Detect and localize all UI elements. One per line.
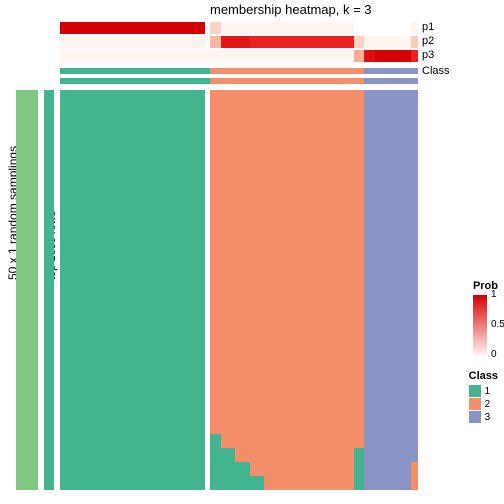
heatmap-row [60,448,418,462]
heatmap-segment [221,22,353,34]
heatmap-cell [411,476,418,490]
heatmap-cell [60,448,205,462]
annotation-label-p1: p1 [422,21,434,33]
heatmap-segment [221,36,250,48]
annotation-row-p1 [60,22,418,34]
heatmap-segment [354,50,365,62]
heatmap-segment [411,36,418,48]
class-band-inset [60,78,418,84]
legend-label: 3 [485,412,491,423]
samplings-column [16,90,38,490]
heatmap-cell [411,462,418,476]
heatmap-segment [60,36,205,48]
class-band-top [60,68,418,74]
heatmap-cell [364,90,418,434]
heatmap-cell [210,462,249,476]
heatmap-segment [60,22,205,34]
heatmap-segment [60,78,205,84]
heatmap-row [60,434,418,448]
heatmap-segment [411,50,418,62]
heatmap-segment [60,68,205,74]
heatmap-cell [354,448,365,462]
heatmap-segment [210,22,221,34]
heatmap-row [60,476,418,490]
chart-title: membership heatmap, k = 3 [210,2,372,17]
annotation-label-p3: p3 [422,49,434,61]
heatmap-cell [210,90,364,434]
heatmap-cell [210,434,221,448]
heatmap-segment [364,50,375,62]
annotation-label-class: Class [422,65,450,77]
heatmap-cell [264,476,354,490]
prob-tick: 1 [491,290,497,300]
annotation-label-p2: p2 [422,35,434,47]
legend-class-item: 2 [469,398,498,410]
heatmap-segment [250,36,354,48]
heatmap-segment [354,36,365,48]
heatmap-cell [354,462,365,476]
heatmap-segment [210,68,364,74]
heatmap-cell [60,462,205,476]
heatmap-segment [354,22,411,34]
legend-prob: Prob 10.50 [473,280,498,355]
heatmap-segment [375,50,411,62]
heatmap-segment [210,78,364,84]
rows-column [44,90,54,490]
heatmap-cell [250,462,354,476]
prob-tick: 0.5 [491,320,504,330]
heatmap-segment [364,78,418,84]
heatmap-cell [60,476,205,490]
legend-class-items: 1 2 3 [469,385,498,423]
prob-tick: 0 [491,350,497,360]
heatmap-segment [210,36,221,48]
legend-class-title: Class [469,370,498,382]
legend-label: 1 [485,386,491,397]
legend-class: Class 1 2 3 [469,370,498,424]
heatmap-segment [364,36,411,48]
heatmap-cell [354,476,365,490]
heatmap-segment [364,68,418,74]
annotation-row-p3 [60,50,418,62]
legend-class-item: 1 [469,385,498,397]
heatmap-cell [210,476,264,490]
annotation-row-p2 [60,36,418,48]
legend-label: 2 [485,399,491,410]
heatmap-cell [221,434,364,448]
heatmap-cell [60,434,205,448]
heatmap-cell [364,462,411,476]
prob-gradient [473,295,487,355]
heatmap-cell [364,448,418,462]
heatmap-segment [60,50,354,62]
heatmap-cell [364,434,418,448]
heatmap-cell [364,476,411,490]
heatmap-row [60,462,418,476]
legend-swatch [469,398,481,410]
legend-swatch [469,411,481,423]
heatmap-row [60,90,418,434]
heatmap-cell [210,448,235,462]
membership-heatmap [60,90,418,490]
heatmap-cell [235,448,353,462]
legend-swatch [469,385,481,397]
legend-class-item: 3 [469,411,498,423]
heatmap-cell [60,90,205,434]
heatmap-segment [411,22,418,34]
